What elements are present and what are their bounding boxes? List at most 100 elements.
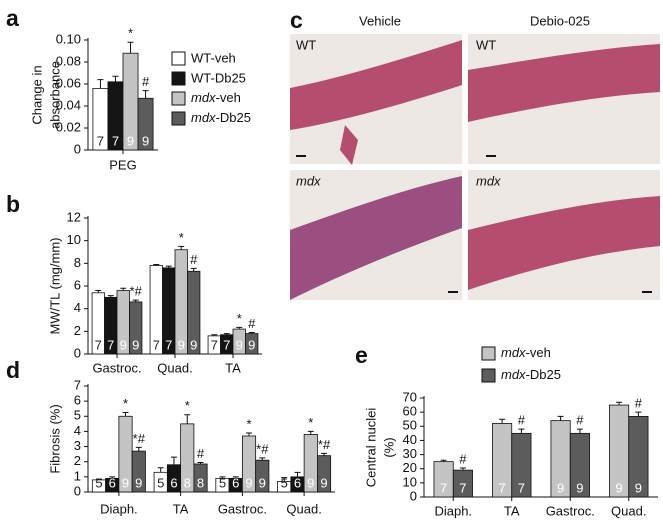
- y-tick-label: 20: [403, 460, 417, 475]
- y-axis-label: MW/TL (mg/mm): [47, 238, 62, 335]
- n-label: 9: [236, 337, 243, 352]
- n-label: 6: [232, 475, 239, 490]
- n-label: 6: [109, 475, 116, 490]
- n-label: 7: [211, 337, 218, 352]
- n-label: 8: [184, 475, 191, 490]
- x-tick-label: Quad.: [157, 360, 192, 375]
- n-label: 9: [122, 475, 129, 490]
- significance: *#: [318, 437, 331, 452]
- n-label: 9: [320, 475, 327, 490]
- error-bar: [616, 401, 623, 406]
- significance: *: [123, 396, 128, 411]
- n-label: 7: [112, 133, 119, 148]
- error-bar: [307, 430, 314, 435]
- tile-label: WT: [476, 37, 496, 52]
- legend-swatch: [171, 51, 186, 66]
- legend-label: mdx-veh: [191, 90, 241, 105]
- bar: [255, 459, 270, 493]
- y-tick-label: 50: [403, 418, 417, 433]
- n-label: 7: [498, 480, 505, 495]
- significance: #: [518, 413, 526, 428]
- column-header: Debio-025: [530, 13, 590, 28]
- significance: #: [459, 451, 467, 466]
- error-bar: [170, 456, 177, 465]
- legend-swatch: [481, 368, 496, 383]
- y-tick-label: 4: [74, 300, 81, 315]
- bar: [187, 270, 201, 355]
- x-tick-label: Diaph.: [434, 503, 472, 518]
- n-label: 9: [132, 337, 139, 352]
- error-bar: [281, 477, 288, 482]
- y-tick-label: 2: [74, 453, 81, 468]
- n-label: 9: [135, 475, 142, 490]
- bar: [628, 415, 649, 498]
- error-bar: [190, 267, 197, 272]
- tile-label: mdx: [476, 173, 501, 188]
- n-label: 7: [459, 480, 466, 495]
- y-tick-label: 10: [403, 474, 417, 489]
- y-axis-label: Fibrosis (%): [47, 404, 62, 473]
- y-tick-label: 0.10: [56, 31, 81, 46]
- y-tick-label: 8: [74, 255, 81, 270]
- n-label: 8: [197, 475, 204, 490]
- y-tick-label: 6: [74, 277, 81, 292]
- n-label: 9: [127, 133, 134, 148]
- x-tick-label: Diaph.: [100, 501, 138, 516]
- y-tick-label: 0: [74, 483, 81, 498]
- y-tick-label: 70: [403, 389, 417, 404]
- bar: [129, 301, 143, 355]
- y-axis-label: absorbance: [47, 61, 62, 129]
- x-tick-label: TA: [173, 501, 189, 516]
- y-tick-label: 10: [67, 232, 81, 247]
- error-bar: [246, 432, 253, 436]
- tile-label: mdx: [296, 173, 321, 188]
- n-label: 9: [635, 480, 642, 495]
- micrograph: [290, 170, 462, 300]
- y-tick-label: 1: [74, 468, 81, 483]
- x-tick-label: Quad.: [286, 501, 321, 516]
- bar: [511, 432, 532, 498]
- n-label: 9: [178, 337, 185, 352]
- error-bar: [122, 412, 129, 417]
- legend-label: WT-Db25: [191, 70, 246, 85]
- significance: #: [197, 446, 205, 461]
- x-tick-label: Gastroc.: [218, 501, 267, 516]
- y-tick-label: 4: [74, 423, 81, 438]
- error-bar: [557, 415, 564, 421]
- n-label: 7: [223, 337, 230, 352]
- n-label: 7: [153, 337, 160, 352]
- error-bar: [499, 418, 506, 424]
- y-tick-label: 6: [74, 393, 81, 408]
- legend-label: mdx-Db25: [191, 110, 251, 125]
- n-label: 7: [440, 480, 447, 495]
- error-bar: [135, 446, 142, 452]
- error-bar: [576, 428, 583, 434]
- significance: #: [142, 74, 150, 89]
- n-label: 5: [157, 475, 164, 490]
- n-label: 7: [165, 337, 172, 352]
- y-tick-label: 0: [74, 141, 81, 156]
- legend-swatch: [481, 346, 496, 361]
- significance: *: [246, 416, 251, 431]
- micrograph: [468, 34, 660, 164]
- n-label: 9: [557, 480, 564, 495]
- y-axis-label: (%): [381, 437, 396, 457]
- x-tick-label: Quad.: [611, 503, 646, 518]
- significance: *: [308, 415, 313, 430]
- significance: *#: [256, 441, 269, 456]
- column-header: Vehicle: [359, 13, 401, 28]
- y-tick-label: 0: [74, 345, 81, 360]
- error-bar: [112, 75, 119, 82]
- error-bar: [157, 467, 164, 473]
- y-tick-label: 0: [410, 488, 417, 503]
- significance: *: [179, 230, 184, 245]
- y-tick-label: 40: [403, 432, 417, 447]
- bar: [193, 463, 208, 493]
- n-label: 9: [615, 480, 622, 495]
- x-tick-label: Gastroc.: [92, 360, 141, 375]
- panel-letter: b: [6, 191, 20, 217]
- x-tick-label: PEG: [109, 157, 136, 172]
- bar: [137, 97, 154, 151]
